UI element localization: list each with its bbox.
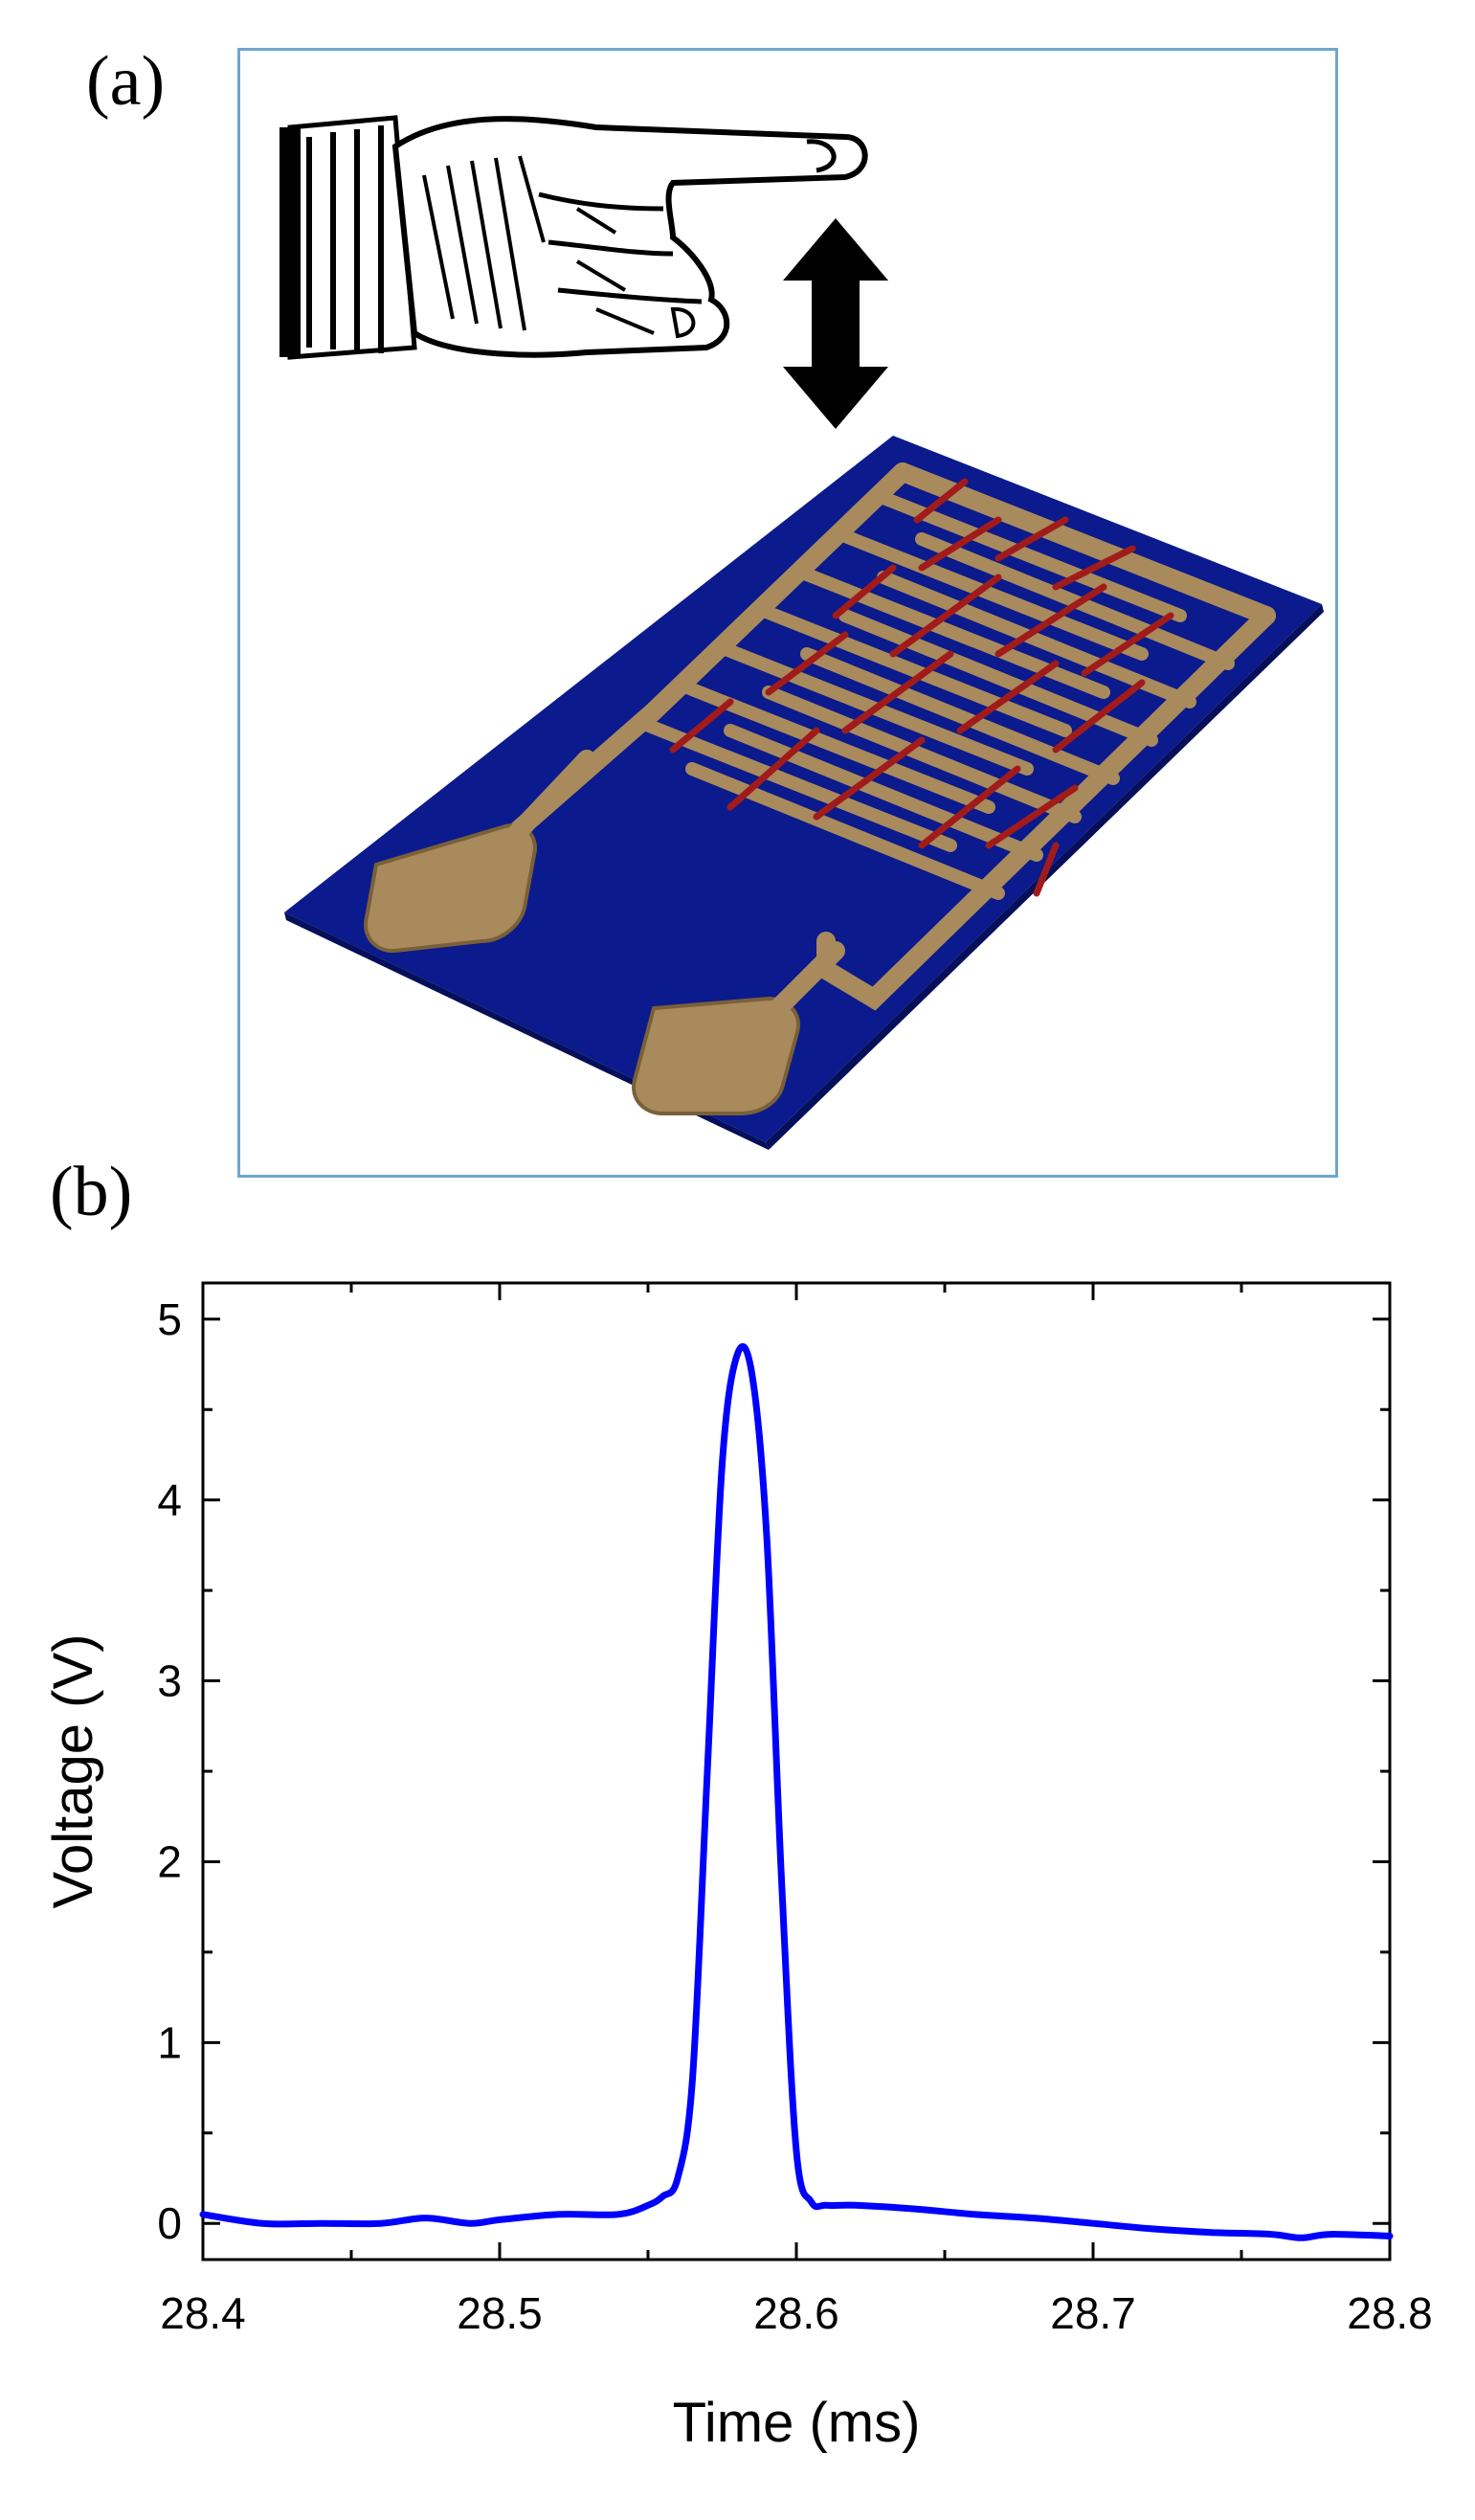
x-axis-title: Time (ms) <box>673 2392 921 2454</box>
y-axis-title: Voltage (V) <box>42 1634 104 1909</box>
y-tick-label: 4 <box>157 1475 182 1525</box>
series-line-voltage <box>199 1342 1394 2241</box>
sensor-illustration <box>237 48 1338 1178</box>
panel-label-a: (a) <box>86 42 166 121</box>
y-tick-label: 3 <box>157 1656 182 1706</box>
axis-ticks <box>201 1283 1392 2260</box>
x-tick-label: 28.6 <box>753 2288 839 2338</box>
y-tick-label: 1 <box>157 2017 182 2067</box>
interdigitated-electrode-sensor-icon <box>284 436 1324 1150</box>
y-tick-label: 2 <box>157 1836 182 1886</box>
x-tick-label: 28.8 <box>1347 2288 1433 2338</box>
y-tick-label: 5 <box>157 1294 182 1344</box>
y-tick-label: 0 <box>157 2198 182 2248</box>
pointing-hand-icon <box>279 115 868 360</box>
y-tick-labels: 0 1 2 3 4 5 <box>157 1294 182 2248</box>
double-headed-arrow-icon <box>783 218 888 429</box>
voltage-time-chart: 28.4 28.5 28.6 28.7 28.8 0 1 2 3 4 5 Time (ms) Vo… <box>42 1281 1433 2454</box>
x-tick-label: 28.4 <box>160 2288 246 2338</box>
panel-label-b: (b) <box>50 1153 133 1231</box>
x-tick-label: 28.7 <box>1050 2288 1136 2338</box>
x-tick-labels: 28.4 28.5 28.6 28.7 28.8 <box>160 2288 1433 2338</box>
x-tick-label: 28.5 <box>457 2288 543 2338</box>
